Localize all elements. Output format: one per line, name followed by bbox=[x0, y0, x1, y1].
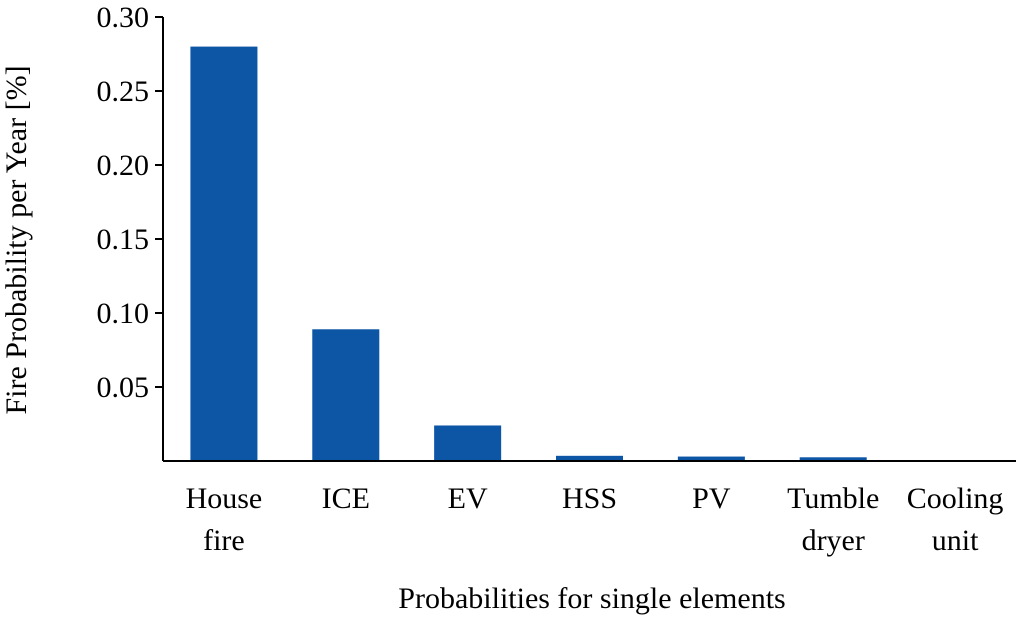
bar bbox=[190, 46, 258, 461]
x-category-label-line: Tumble bbox=[787, 482, 879, 515]
x-axis-title: Probabilities for single elements bbox=[398, 582, 785, 615]
y-tick-label: 0.20 bbox=[97, 149, 150, 182]
y-tick-label: 0.25 bbox=[97, 75, 150, 108]
x-category-label-line: EV bbox=[448, 482, 488, 515]
y-tick-label: 0.15 bbox=[97, 223, 150, 256]
y-axis: 0.30 0.25 0.20 0.15 0.10 0.05 bbox=[97, 1, 164, 461]
x-category-label-line: HSS bbox=[562, 482, 617, 515]
bar bbox=[434, 425, 502, 461]
bars bbox=[190, 46, 989, 461]
x-category-label: ICE bbox=[322, 482, 370, 515]
bar bbox=[555, 455, 624, 461]
y-tick-label: 0.30 bbox=[97, 1, 150, 34]
x-category-label-line: fire bbox=[203, 524, 245, 557]
x-category-label-line: unit bbox=[932, 524, 979, 557]
bar bbox=[312, 329, 380, 461]
x-category-label-line: House bbox=[186, 482, 263, 515]
bar bbox=[799, 457, 867, 461]
x-category-label: House fire bbox=[186, 482, 263, 557]
y-tick-label: 0.05 bbox=[97, 371, 150, 404]
x-category-label: Cooling unit bbox=[907, 482, 1004, 557]
y-tick-label: 0.10 bbox=[97, 297, 150, 330]
y-axis-title: Fire Probability per Year [%] bbox=[0, 65, 33, 414]
x-category-label: HSS bbox=[562, 482, 617, 515]
bar bbox=[677, 456, 745, 461]
x-category-label: EV bbox=[448, 482, 488, 515]
x-axis: House fire ICE EV HSS PV Tumble dryer Cooling uni… bbox=[163, 460, 1016, 557]
x-category-label-line: PV bbox=[692, 482, 731, 515]
x-category-label-line: Cooling bbox=[907, 482, 1004, 515]
x-category-label-line: dryer bbox=[802, 524, 865, 557]
x-category-label-line: ICE bbox=[322, 482, 370, 515]
x-category-label: Tumble dryer bbox=[787, 482, 879, 557]
x-category-label: PV bbox=[692, 482, 731, 515]
